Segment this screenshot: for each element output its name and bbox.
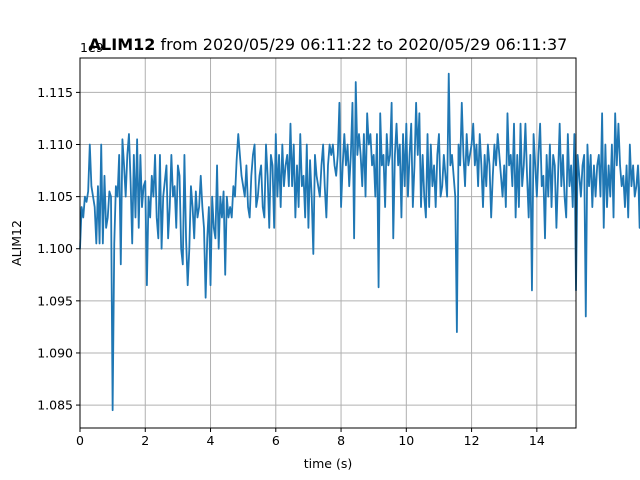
x-tick-label: 12 <box>464 433 480 448</box>
x-tick-label: 6 <box>272 433 280 448</box>
x-tick-label: 14 <box>529 433 545 448</box>
y-tick-label: 1.110 <box>37 137 73 152</box>
plot-area-frame <box>79 57 577 429</box>
x-tick-label: 8 <box>337 433 345 448</box>
chart-title-range: from 2020/05/29 06:11:22 to 2020/05/29 0… <box>155 35 567 54</box>
x-tick-label: 10 <box>398 433 414 448</box>
x-tick-label: 0 <box>76 433 84 448</box>
y-axis-label: ALIM12 <box>9 220 24 266</box>
x-tick-label: 2 <box>141 433 149 448</box>
x-axis-label: time (s) <box>304 456 352 471</box>
grid-lines <box>79 58 576 428</box>
chart-title-series: ALIM12 <box>89 35 156 54</box>
chart-title: ALIM12 from 2020/05/29 06:11:22 to 2020/… <box>89 35 568 54</box>
y-tick-label: 1.095 <box>37 293 73 308</box>
y-axis-offset-label: 1e9 <box>80 40 104 55</box>
x-tick-label: 4 <box>207 433 215 448</box>
y-tick-label: 1.090 <box>37 345 73 360</box>
series-line-alim12 <box>79 72 640 412</box>
y-tick-label: 1.105 <box>37 189 73 204</box>
axis-ticks: 0 2 4 6 8 10 12 14 1.085 1.090 1.095 1.100 1.105 1.11… <box>37 85 545 448</box>
y-tick-label: 1.100 <box>37 241 73 256</box>
y-tick-label: 1.115 <box>37 85 73 100</box>
y-tick-label: 1.085 <box>37 398 73 413</box>
